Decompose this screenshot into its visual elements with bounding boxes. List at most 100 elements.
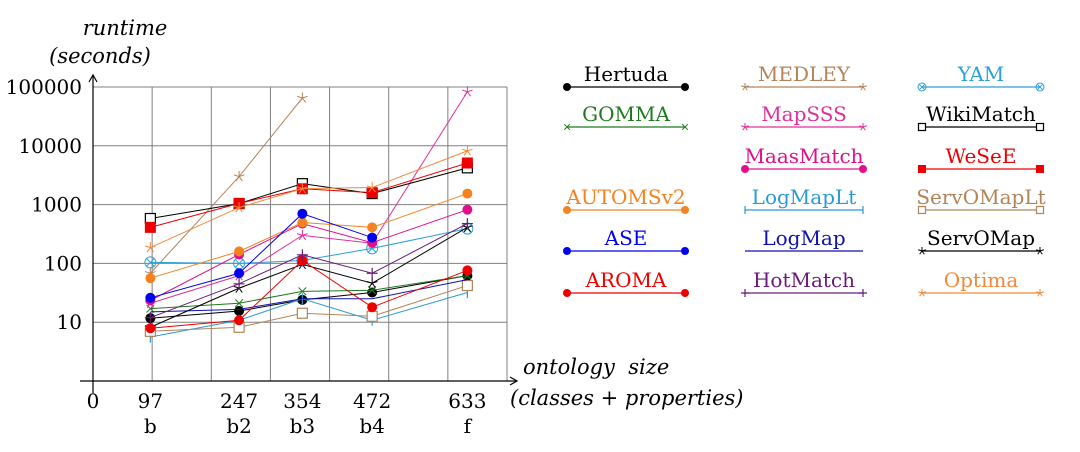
- marker-circle: [741, 165, 749, 173]
- marker-circle: [145, 273, 156, 284]
- legend-item-hotmatch: HotMatch: [741, 268, 867, 297]
- x-tick-label: 0: [87, 389, 100, 413]
- series-wikimatch: [144, 162, 473, 225]
- marker-circle: [859, 165, 867, 173]
- series-line: [150, 228, 468, 264]
- legend-label: ServOMapLt: [916, 185, 1045, 209]
- legend-item-ase: ASE: [563, 226, 689, 255]
- legend-label: AUTOMSv2: [565, 185, 685, 209]
- legend-item-medley: MEDLEY: [741, 62, 867, 91]
- marker-circle: [297, 208, 308, 219]
- legend-label: YAM: [957, 62, 1005, 86]
- series-servomap: [144, 221, 473, 333]
- series-line: [150, 285, 468, 332]
- series-line: [150, 275, 468, 310]
- marker-otimes: [1035, 82, 1045, 92]
- legend: Hertuda MEDLEY YAM GOMMA MapSSS WikiMatch Maas…: [563, 62, 1046, 297]
- x-tick-label: 97: [138, 389, 163, 413]
- series-medley: [144, 92, 308, 278]
- series-hertuda: [145, 270, 473, 324]
- marker-circle: [462, 188, 473, 199]
- legend-item-servomap: ServOMap: [918, 226, 1044, 255]
- marker-square: [1036, 165, 1044, 173]
- legend-item-logmaplt: LogMapLt: [744, 185, 864, 214]
- marker-circle: [234, 246, 245, 257]
- x-tick-label: 472: [353, 389, 391, 413]
- marker-x: [234, 299, 244, 308]
- marker-circle: [297, 217, 308, 228]
- marker-star: [366, 182, 378, 193]
- series-line: [150, 91, 468, 304]
- legend-label: WeSeE: [946, 144, 1017, 168]
- marker-square-open: [917, 205, 927, 215]
- series-line: [150, 223, 468, 319]
- y-tick-label: 100000: [6, 75, 82, 99]
- marker-star: [859, 83, 867, 91]
- legend-label: LogMap: [762, 226, 845, 250]
- series-logmap: [150, 279, 468, 313]
- marker-star: [366, 277, 378, 288]
- marker-square-open: [461, 279, 473, 292]
- y-tick-label: 10000: [18, 134, 82, 158]
- series-gomma: [146, 271, 472, 313]
- x-tick-sublabel: b: [144, 414, 157, 438]
- x-tick-label: 633: [448, 389, 486, 413]
- marker-star: [1036, 247, 1044, 255]
- marker-square: [461, 157, 473, 169]
- marker-star: [233, 171, 245, 182]
- marker-plus: [144, 312, 156, 324]
- legend-label: AROMA: [585, 268, 667, 292]
- legend-label: HotMatch: [753, 268, 855, 292]
- legend-label: ServOMap: [927, 226, 1035, 250]
- marker-circle: [681, 206, 689, 214]
- legend-label: MaasMatch: [744, 144, 863, 168]
- marker-star: [918, 247, 926, 255]
- series-line: [150, 162, 468, 228]
- series-hotmatch: [144, 218, 473, 324]
- x-axis-label: ontology size: [523, 355, 669, 379]
- legend-label: Optima: [944, 268, 1019, 292]
- marker-plus: [741, 289, 749, 297]
- marker-circle: [145, 323, 156, 334]
- marker-star: [741, 83, 749, 91]
- series-line: [150, 226, 468, 328]
- y-tick-label: 10: [57, 310, 82, 334]
- marker-plus: [366, 267, 378, 279]
- marker-square-open: [296, 307, 308, 319]
- marker-x: [298, 287, 307, 296]
- marker-circle: [234, 315, 245, 326]
- marker-star: [1036, 289, 1044, 297]
- legend-label: MapSSS: [761, 102, 847, 126]
- marker-square: [366, 187, 378, 199]
- marker-square-open: [917, 122, 927, 132]
- marker-circle: [563, 206, 571, 214]
- legend-label: ASE: [604, 226, 648, 250]
- series-mapsss: [144, 86, 473, 308]
- legend-item-yam: YAM: [917, 62, 1045, 92]
- legend-label: LogMapLt: [752, 185, 857, 209]
- series-line: [150, 259, 468, 329]
- x-tick-sublabel: b2: [226, 414, 252, 438]
- marker-circle: [462, 265, 473, 276]
- marker-circle: [145, 292, 156, 303]
- x-tick-sublabel: f: [464, 414, 473, 438]
- y-tick-label: 100: [44, 251, 82, 275]
- marker-star: [144, 242, 156, 253]
- marker-star: [859, 123, 867, 131]
- series-line: [150, 97, 303, 274]
- marker-star: [461, 86, 473, 97]
- marker-star: [918, 289, 926, 297]
- series-group: [144, 86, 474, 343]
- marker-plus: [859, 289, 867, 297]
- marker-plus: [296, 249, 308, 261]
- legend-label: Hertuda: [584, 62, 669, 86]
- x-tick-sublabel: b4: [359, 414, 385, 438]
- marker-x: [563, 123, 571, 131]
- marker-otimes: [917, 82, 927, 92]
- marker-x: [367, 286, 377, 295]
- marker-circle: [563, 247, 571, 255]
- legend-item-mapsss: MapSSS: [741, 102, 867, 131]
- marker-star: [233, 202, 245, 213]
- legend-item-aroma: AROMA: [563, 268, 689, 297]
- marker-circle: [462, 204, 473, 215]
